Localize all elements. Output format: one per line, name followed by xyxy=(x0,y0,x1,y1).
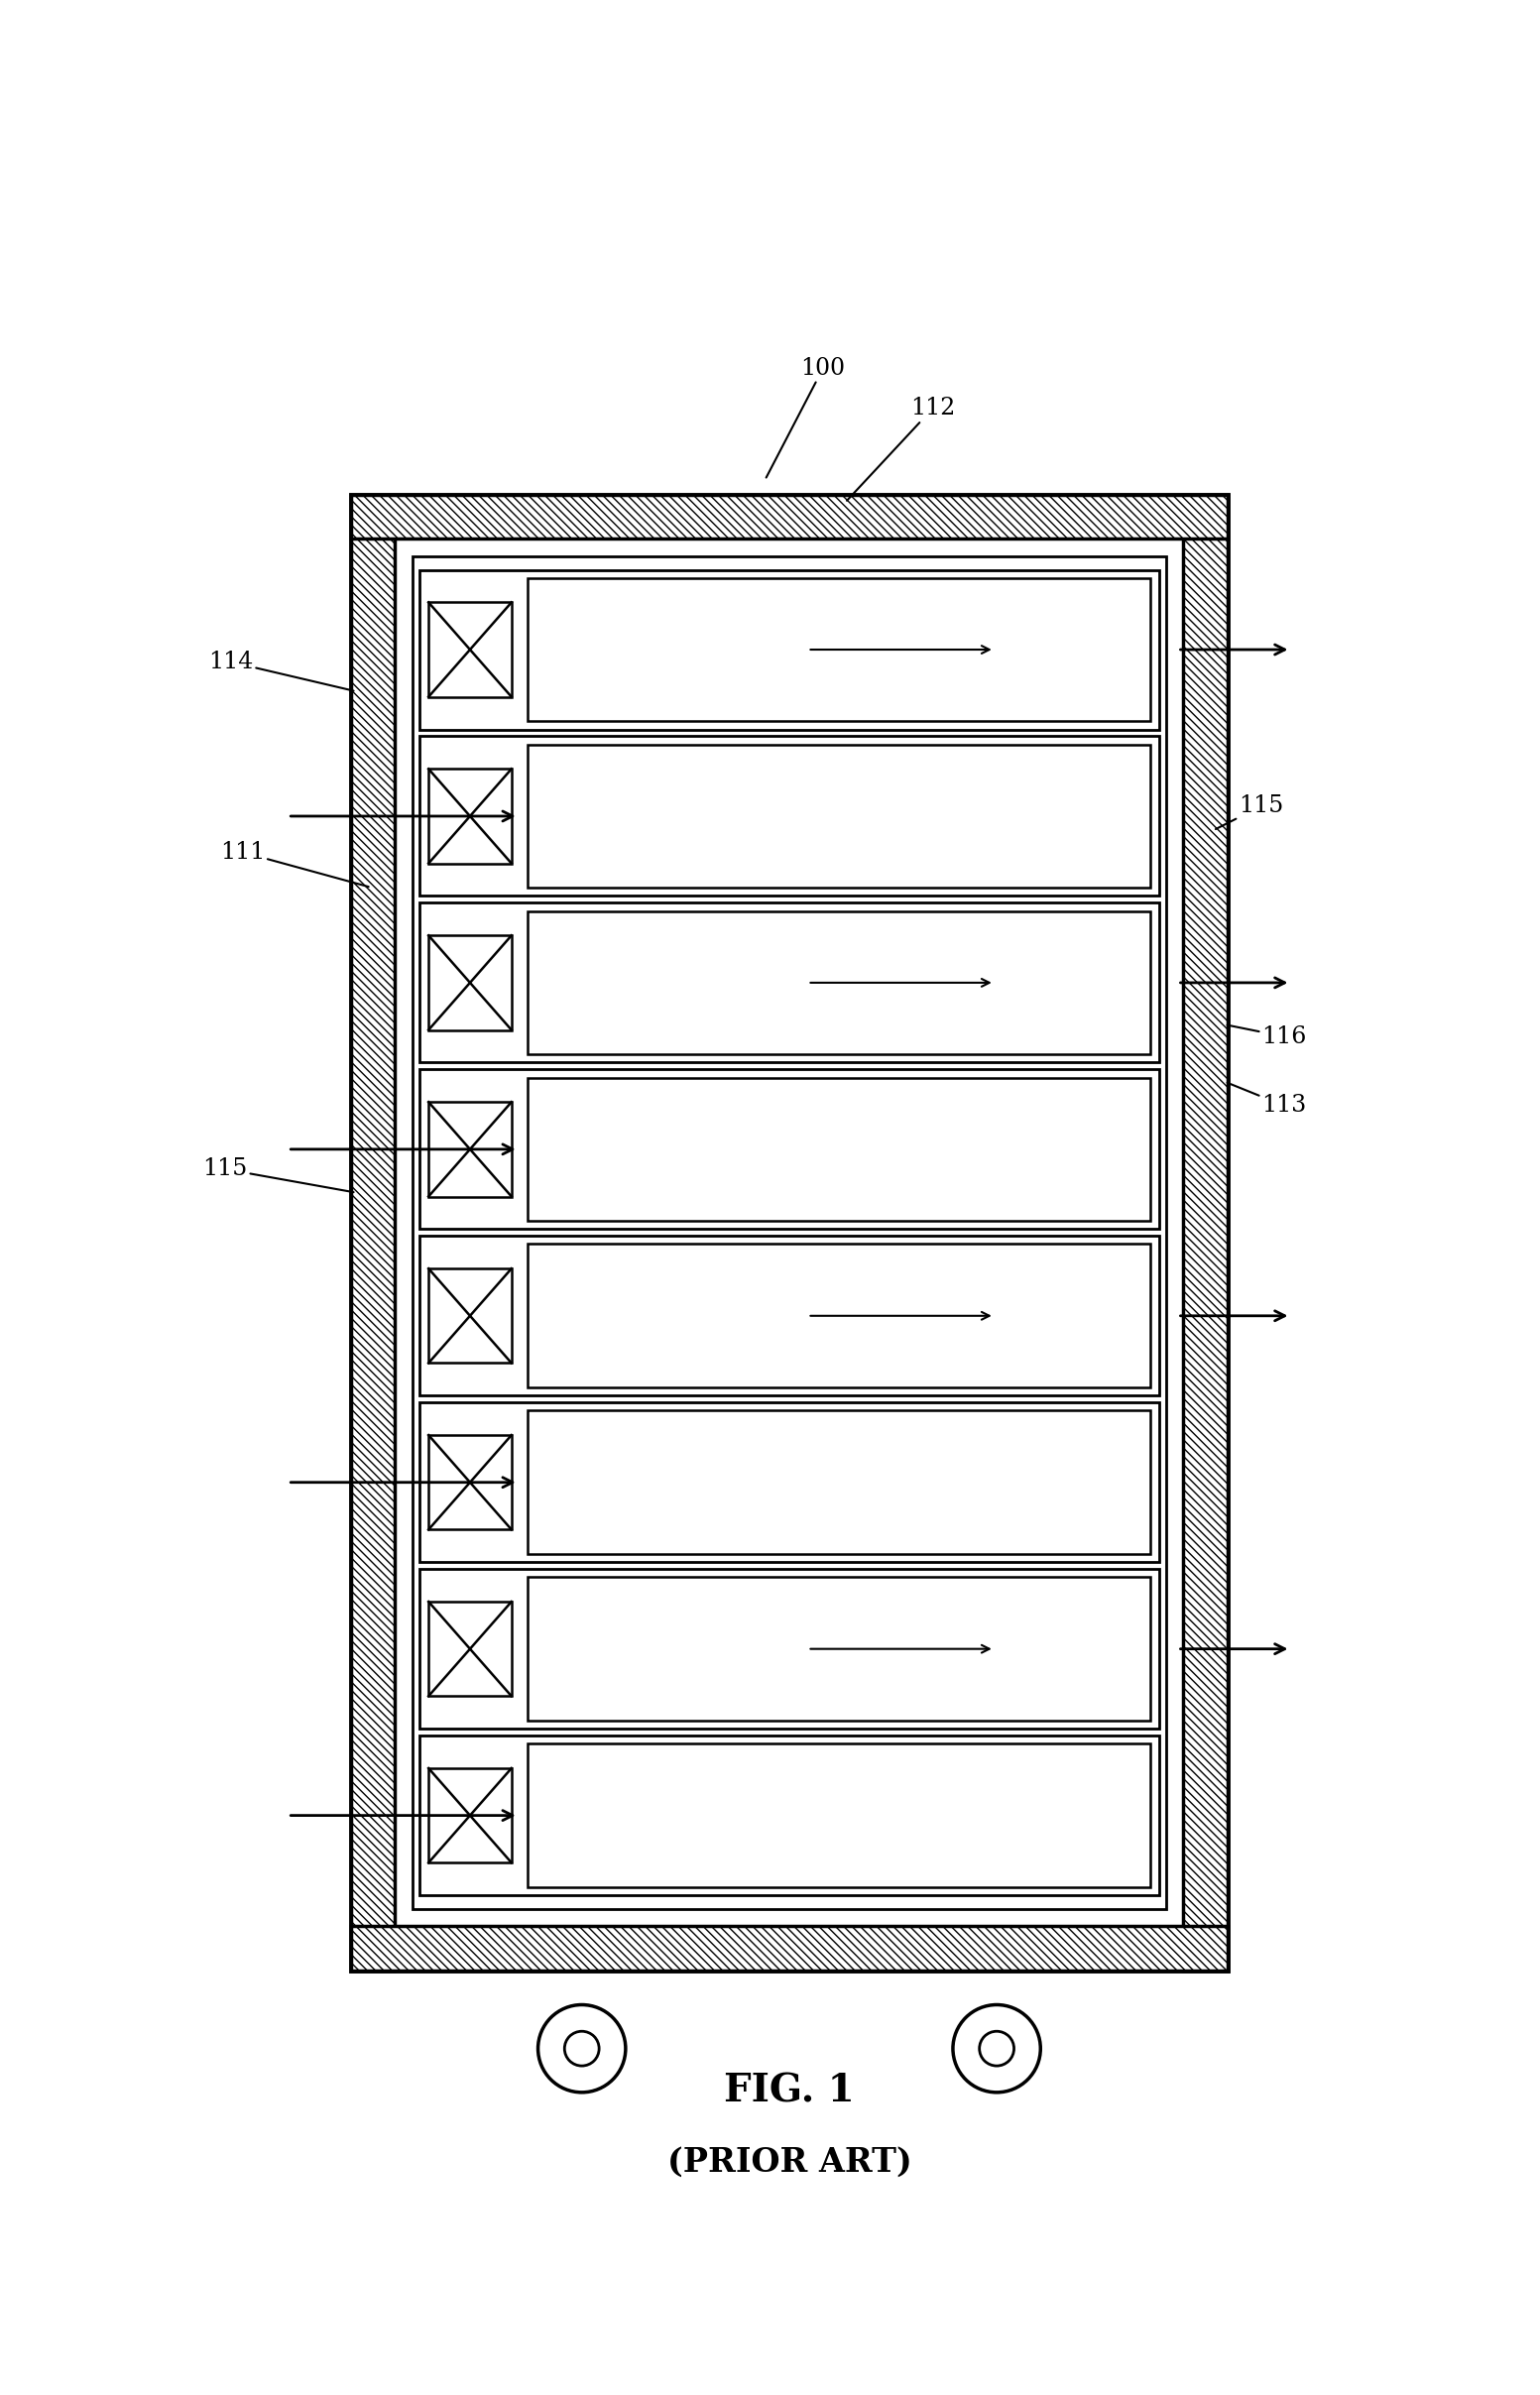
Bar xyxy=(351,496,1227,1971)
Bar xyxy=(351,496,396,1971)
Circle shape xyxy=(979,2031,1013,2067)
Text: 116: 116 xyxy=(1227,1025,1307,1049)
Bar xyxy=(528,1411,1150,1554)
Bar xyxy=(1183,496,1227,1971)
Circle shape xyxy=(537,2005,625,2093)
Circle shape xyxy=(953,2005,1041,2093)
Text: 112: 112 xyxy=(847,398,955,501)
Text: 114: 114 xyxy=(208,651,354,690)
Circle shape xyxy=(565,2031,599,2067)
Text: 115: 115 xyxy=(1215,795,1284,829)
Bar xyxy=(419,735,1160,896)
Text: 113: 113 xyxy=(1227,1083,1306,1116)
Bar xyxy=(351,496,1227,539)
Bar xyxy=(419,903,1160,1063)
Bar xyxy=(428,936,511,1030)
Bar xyxy=(419,1736,1160,1894)
Text: (PRIOR ART): (PRIOR ART) xyxy=(667,2146,912,2179)
Bar xyxy=(419,1071,1160,1229)
Bar xyxy=(428,769,511,865)
Bar xyxy=(528,1243,1150,1387)
Bar xyxy=(528,1744,1150,1887)
Bar xyxy=(428,1602,511,1696)
Bar xyxy=(528,745,1150,889)
Bar xyxy=(419,1403,1160,1562)
Bar xyxy=(428,604,511,697)
Text: 100: 100 xyxy=(767,357,845,477)
Text: FIG. 1: FIG. 1 xyxy=(724,2072,855,2110)
Bar xyxy=(428,1102,511,1198)
Text: 111: 111 xyxy=(220,841,368,886)
Bar xyxy=(419,1569,1160,1729)
Bar xyxy=(428,1435,511,1530)
Text: 115: 115 xyxy=(203,1157,354,1193)
Bar xyxy=(428,1768,511,1863)
Bar xyxy=(351,1926,1227,1971)
Bar xyxy=(528,910,1150,1054)
Bar xyxy=(528,1078,1150,1221)
Bar xyxy=(413,556,1166,1909)
Bar xyxy=(428,1269,511,1363)
Bar xyxy=(419,570,1160,730)
Bar xyxy=(528,1578,1150,1720)
Bar xyxy=(419,1236,1160,1396)
Bar xyxy=(528,577,1150,721)
